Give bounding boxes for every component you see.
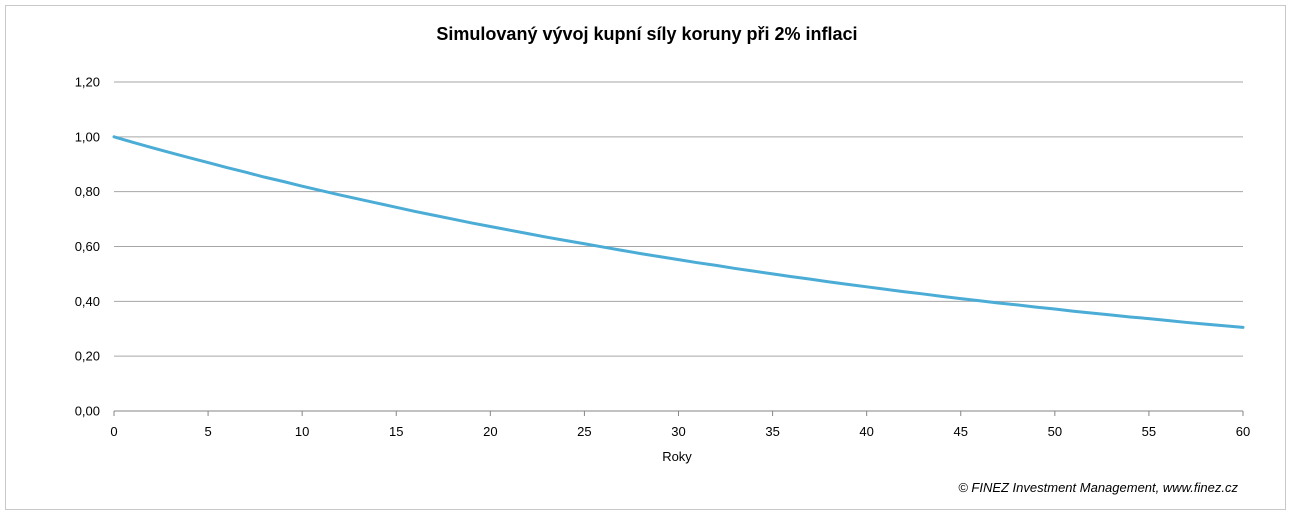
y-tick-label: 0,40	[75, 294, 100, 309]
x-tick-label: 35	[765, 424, 779, 439]
x-tick-label: 45	[954, 424, 968, 439]
x-tick-label: 20	[483, 424, 497, 439]
chart-title: Simulovaný vývoj kupní síly koruny při 2…	[436, 24, 857, 44]
x-tick-label: 50	[1048, 424, 1062, 439]
y-tick-label: 0,80	[75, 184, 100, 199]
x-tick-label: 40	[859, 424, 873, 439]
x-tick-label: 55	[1142, 424, 1156, 439]
x-tick-label: 5	[204, 424, 211, 439]
x-tick-label: 10	[295, 424, 309, 439]
chart-frame: Simulovaný vývoj kupní síly koruny při 2…	[5, 5, 1286, 510]
series-layer	[112, 135, 1245, 329]
y-tick-label: 1,00	[75, 129, 100, 144]
x-tick-label: 15	[389, 424, 403, 439]
y-tick-label: 0,60	[75, 239, 100, 254]
x-tick-labels: 0 5 10 15 20 25 30 35 40 45 50 55 60	[110, 424, 1250, 439]
credit-text: © FINEZ Investment Management, www.finez…	[958, 480, 1238, 495]
series-line	[112, 135, 1245, 329]
y-tick-label: 1,20	[75, 75, 100, 90]
x-tick-label: 0	[110, 424, 117, 439]
x-axis-label: Roky	[662, 449, 692, 464]
y-tick-label: 0,00	[75, 404, 100, 419]
x-tick-label: 25	[577, 424, 591, 439]
y-tick-labels: 0,00 0,20 0,40 0,60 0,80 1,00 1,20	[75, 75, 100, 419]
x-tick-label: 30	[671, 424, 685, 439]
x-axis	[113, 410, 1244, 416]
y-tick-label: 0,20	[75, 349, 100, 364]
line-chart: Simulovaný vývoj kupní síly koruny při 2…	[75, 24, 1251, 495]
x-tick-label: 60	[1236, 424, 1250, 439]
gridlines	[114, 81, 1243, 357]
